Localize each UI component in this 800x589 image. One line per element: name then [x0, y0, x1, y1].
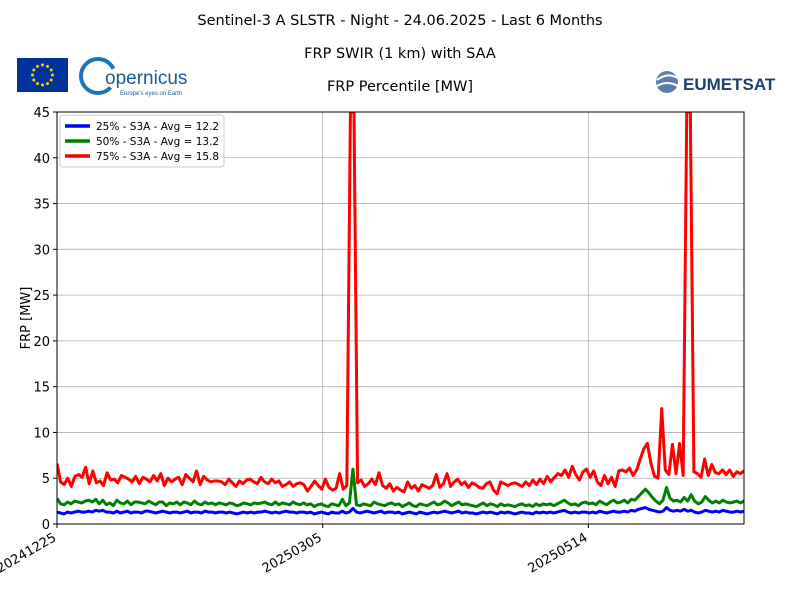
x-tick-label: 20250305 — [260, 530, 325, 576]
eu-star-icon — [49, 68, 53, 72]
copernicus-wordmark: opernicus — [105, 68, 187, 89]
x-tick-label: 20241225 — [0, 530, 59, 576]
legend-box — [59, 114, 225, 168]
series-layer — [57, 112, 744, 516]
x-tick-label: 20250514 — [526, 530, 591, 576]
eu-star-icon — [31, 73, 34, 77]
eu-flag-logo — [17, 58, 68, 92]
y-tick-label: 25 — [33, 289, 50, 304]
copernicus-tagline: Europe's eyes on Earth — [120, 91, 182, 97]
series-line-p50 — [57, 467, 744, 509]
y-tick-label: 35 — [33, 198, 50, 213]
chart-title: Sentinel-3 A SLSTR - Night - 24.06.2025 … — [197, 13, 603, 29]
eu-star-icon — [46, 64, 49, 68]
copernicus-logo: opernicus Europe's eyes on Earth — [78, 56, 187, 97]
copernicus-c-gap — [78, 56, 118, 96]
plot-frame — [56, 111, 745, 525]
eu-star-icon — [32, 68, 36, 72]
eumetsat-logo: EUMETSAT — [656, 71, 776, 94]
y-tick-label: 0 — [42, 518, 50, 533]
eu-star-icon — [32, 78, 36, 82]
eu-star-icon — [51, 73, 54, 77]
y-tick-label: 20 — [33, 335, 50, 350]
grid — [56, 111, 744, 525]
plot-title: FRP Percentile [MW] — [326, 79, 474, 95]
series-line-p25 — [57, 506, 744, 516]
eu-star-icon — [36, 82, 39, 86]
y-tick-label: 40 — [33, 152, 50, 167]
eu-flag-background — [17, 58, 68, 92]
y-tick-label: 45 — [33, 106, 50, 121]
eu-star-icon — [41, 63, 44, 67]
eumetsat-wordmark: EUMETSAT — [683, 75, 776, 94]
y-axis-label: FRP [MW] — [19, 287, 34, 350]
legend-entry: 75% - S3A - Avg = 15.8 — [96, 151, 219, 163]
y-tick-label: 10 — [33, 426, 50, 441]
eu-star-icon — [41, 83, 44, 87]
legend-entry: 25% - S3A - Avg = 12.2 — [96, 121, 219, 133]
y-tick-label: 30 — [33, 243, 50, 258]
y-tick-label: 5 — [42, 472, 50, 487]
eu-star-icon — [36, 64, 39, 68]
eu-stars — [31, 63, 54, 87]
series-line-p75 — [57, 112, 744, 496]
eu-star-icon — [46, 82, 49, 86]
y-tick-label: 15 — [33, 381, 50, 396]
legend: 25% - S3A - Avg = 12.2 50% - S3A - Avg = … — [59, 114, 225, 168]
eu-star-icon — [49, 78, 53, 82]
chart-subtitle: FRP SWIR (1 km) with SAA — [304, 46, 496, 62]
legend-entry: 50% - S3A - Avg = 13.2 — [96, 136, 219, 148]
